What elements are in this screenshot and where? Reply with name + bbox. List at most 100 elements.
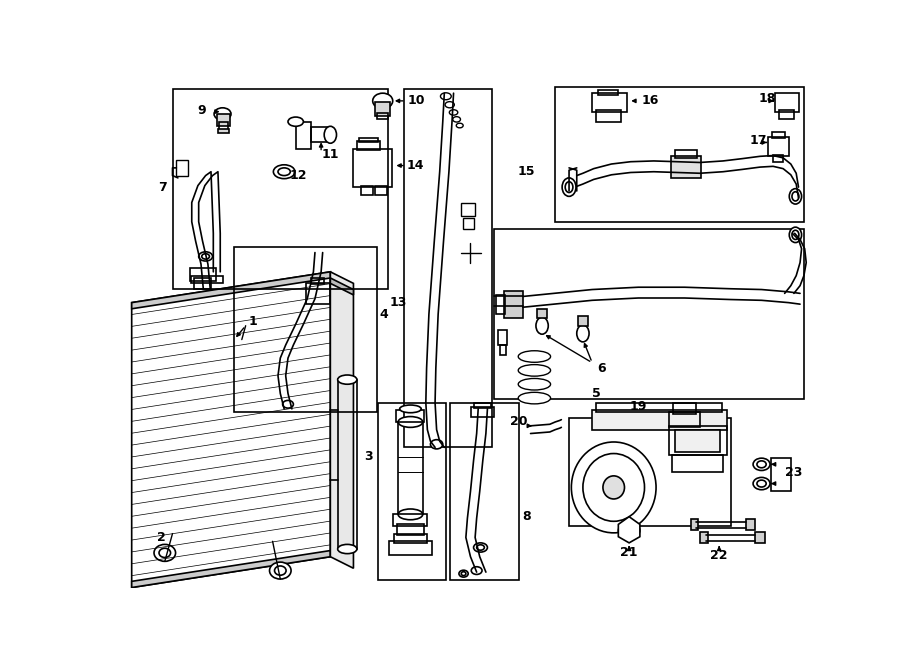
Bar xyxy=(472,407,493,416)
Ellipse shape xyxy=(373,93,392,108)
Bar xyxy=(496,295,505,314)
Ellipse shape xyxy=(440,93,451,100)
Ellipse shape xyxy=(278,168,291,176)
Bar xyxy=(592,410,727,430)
Bar xyxy=(375,186,387,195)
Ellipse shape xyxy=(430,440,443,449)
Bar xyxy=(191,276,222,284)
Ellipse shape xyxy=(789,188,802,204)
Bar xyxy=(217,114,230,126)
Text: 23: 23 xyxy=(785,465,803,479)
Bar xyxy=(311,127,330,143)
Ellipse shape xyxy=(518,379,551,390)
Bar xyxy=(776,93,798,112)
Ellipse shape xyxy=(518,351,551,362)
Bar xyxy=(493,229,804,399)
Bar xyxy=(190,268,216,281)
Bar xyxy=(394,533,427,543)
Bar xyxy=(746,519,755,529)
Ellipse shape xyxy=(269,562,291,579)
Ellipse shape xyxy=(583,453,644,522)
Ellipse shape xyxy=(572,442,656,533)
Ellipse shape xyxy=(518,365,551,376)
Bar xyxy=(596,110,621,122)
Text: 15: 15 xyxy=(518,165,536,178)
Text: 13: 13 xyxy=(390,296,407,309)
Bar xyxy=(596,403,722,412)
Bar xyxy=(218,129,230,134)
Bar xyxy=(220,122,228,132)
Ellipse shape xyxy=(274,566,286,575)
Text: 17: 17 xyxy=(750,134,767,147)
Ellipse shape xyxy=(477,545,484,550)
Text: 11: 11 xyxy=(321,148,339,161)
Bar xyxy=(306,284,330,304)
Bar xyxy=(398,422,423,514)
Text: 16: 16 xyxy=(641,95,659,107)
Bar xyxy=(771,132,785,138)
Bar xyxy=(397,524,424,535)
Bar xyxy=(194,278,211,289)
Bar xyxy=(579,317,588,326)
Bar xyxy=(555,87,804,222)
Bar xyxy=(672,455,723,472)
Ellipse shape xyxy=(577,325,590,342)
Bar xyxy=(474,403,490,408)
Ellipse shape xyxy=(565,182,573,192)
Text: 19: 19 xyxy=(630,400,647,413)
Bar xyxy=(463,218,473,229)
Bar xyxy=(450,403,519,580)
Text: 2: 2 xyxy=(157,531,166,544)
Bar xyxy=(357,141,381,150)
Bar xyxy=(773,155,783,163)
Text: 6: 6 xyxy=(597,362,606,375)
Bar xyxy=(768,137,788,156)
Ellipse shape xyxy=(562,178,576,196)
Ellipse shape xyxy=(472,566,482,574)
Bar xyxy=(359,138,378,143)
Bar xyxy=(311,278,324,284)
Ellipse shape xyxy=(461,572,466,576)
Bar xyxy=(673,403,696,414)
Text: 14: 14 xyxy=(406,159,424,172)
Polygon shape xyxy=(176,160,188,176)
Ellipse shape xyxy=(459,570,468,577)
Bar xyxy=(770,458,791,491)
Bar xyxy=(700,532,707,543)
Bar xyxy=(779,110,794,120)
Ellipse shape xyxy=(154,545,176,561)
Ellipse shape xyxy=(453,116,461,122)
Bar xyxy=(404,89,492,447)
Polygon shape xyxy=(618,517,640,543)
Bar xyxy=(361,186,373,195)
Ellipse shape xyxy=(199,252,212,261)
Ellipse shape xyxy=(338,375,357,384)
Bar xyxy=(499,330,508,345)
Bar xyxy=(504,291,523,318)
Ellipse shape xyxy=(792,230,799,239)
Bar xyxy=(396,410,424,422)
Bar xyxy=(500,345,506,355)
Ellipse shape xyxy=(789,227,802,243)
Ellipse shape xyxy=(398,416,423,428)
Ellipse shape xyxy=(283,401,293,408)
Text: 10: 10 xyxy=(408,95,426,107)
Ellipse shape xyxy=(202,254,210,259)
Bar xyxy=(378,403,446,580)
Bar xyxy=(755,532,765,543)
Text: 21: 21 xyxy=(620,547,638,559)
Ellipse shape xyxy=(324,126,337,143)
Polygon shape xyxy=(330,278,354,295)
Bar xyxy=(675,150,697,158)
Ellipse shape xyxy=(400,405,421,412)
Text: 7: 7 xyxy=(158,180,166,194)
Bar xyxy=(669,412,700,428)
Ellipse shape xyxy=(214,108,231,120)
Ellipse shape xyxy=(398,509,423,520)
Text: 3: 3 xyxy=(364,450,373,463)
Ellipse shape xyxy=(603,476,625,499)
Ellipse shape xyxy=(757,480,766,487)
Polygon shape xyxy=(131,272,330,588)
Text: 20: 20 xyxy=(510,416,527,428)
Bar xyxy=(375,102,391,116)
